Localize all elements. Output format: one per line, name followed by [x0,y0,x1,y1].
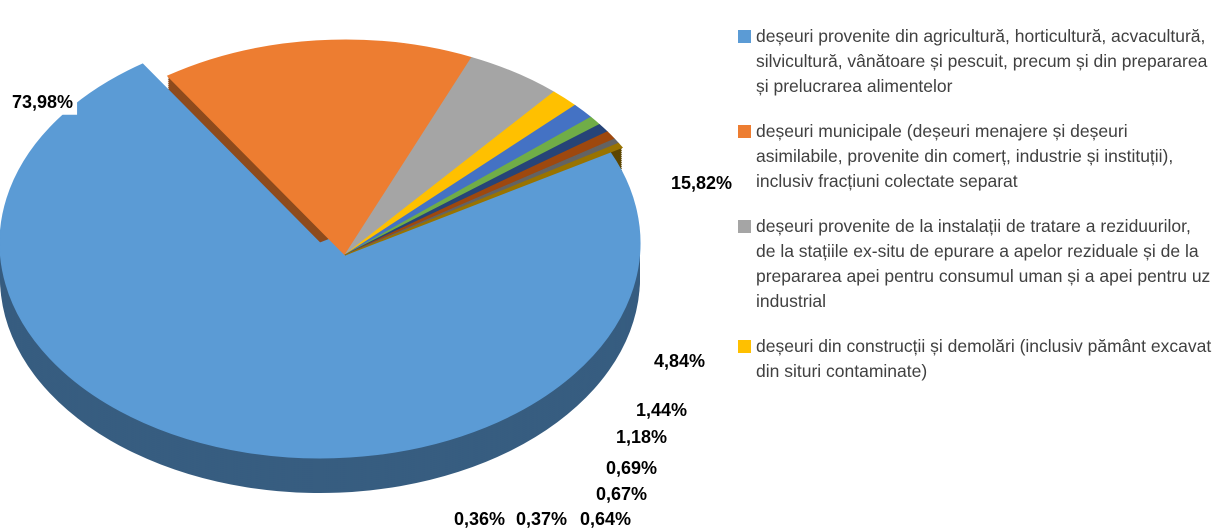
data-label: 0,36% [454,509,505,529]
legend-label: deșeuri din construcții și demolări (inc… [756,336,1212,381]
data-label: 1,44% [636,400,687,420]
legend-swatch [738,340,751,353]
data-label-box [576,505,636,530]
data-label-box [632,396,692,423]
legend: deșeuri provenite din agricultură, horti… [738,24,1213,404]
legend-label: deșeuri provenite din agricultură, horti… [756,26,1208,96]
legend-item: deșeuri municipale (deșeuri menajere și … [738,119,1213,194]
pie-slice [344,142,623,256]
data-label: 73,98% [12,92,73,112]
data-label-box [592,480,652,507]
data-label-box [602,454,662,481]
legend-swatch [738,30,751,43]
data-label: 0,64% [580,509,631,529]
legend-item: deșeuri provenite de la instalații de tr… [738,214,1213,314]
data-label: 0,37% [516,509,567,529]
pie-slice [166,39,473,256]
data-label: 4,84% [654,351,705,371]
data-label: 1,18% [616,427,667,447]
pie-slice [0,63,641,459]
data-label-box [8,88,78,115]
data-label: 0,67% [596,484,647,504]
data-label-box [512,505,572,530]
legend-label: deșeuri provenite de la instalații de tr… [756,216,1211,311]
legend-swatch [738,220,751,233]
data-label-box [450,505,510,530]
data-label-box [612,423,672,450]
data-label-box [667,169,737,196]
legend-item: deșeuri provenite din agricultură, horti… [738,24,1213,99]
data-label: 15,82% [671,173,732,193]
legend-label: deșeuri municipale (deșeuri menajere și … [756,121,1174,191]
legend-swatch [738,125,751,138]
legend-item: deșeuri din construcții și demolări (inc… [738,334,1213,384]
data-label-box [650,347,710,374]
data-label: 0,69% [606,458,657,478]
